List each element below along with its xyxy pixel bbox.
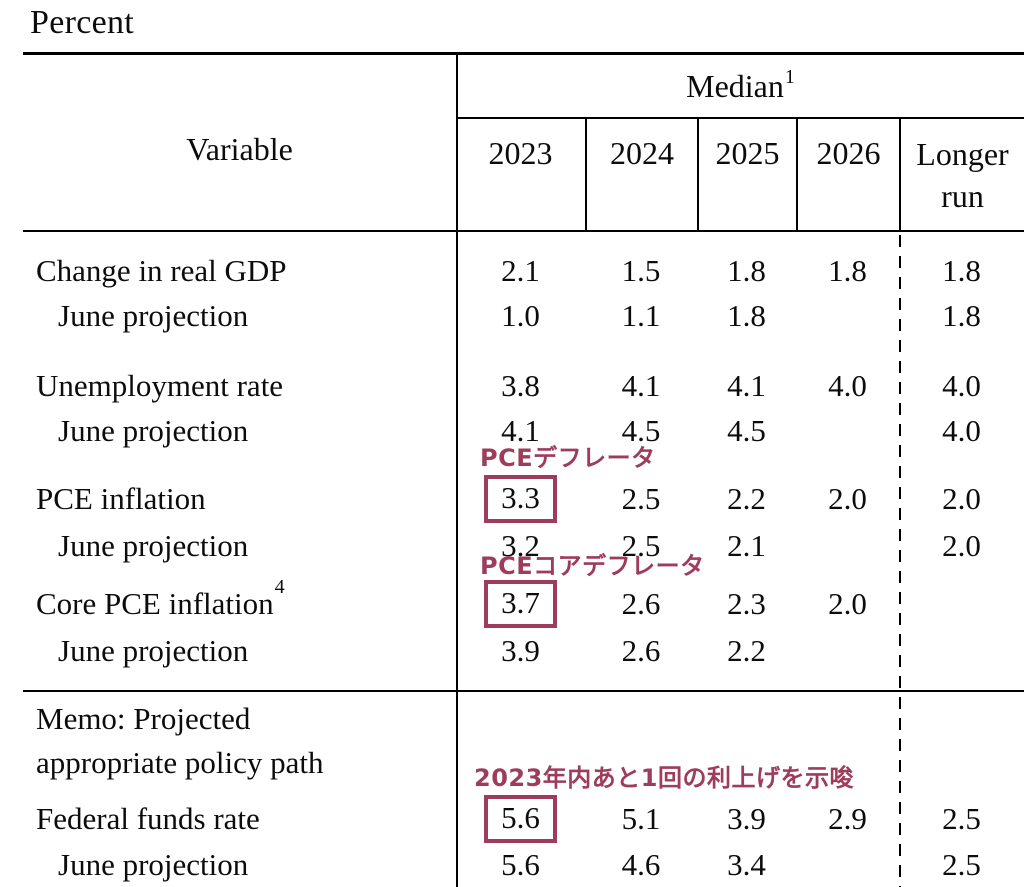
highlight-box: 5.6	[484, 795, 557, 843]
row-label: Unemployment rate	[36, 367, 284, 403]
cell-2023: 1.0	[501, 297, 540, 333]
cell-longer-run: 1.8	[942, 252, 981, 288]
row-label: June projection	[58, 527, 249, 563]
cell-2025: 4.1	[727, 367, 766, 403]
page-title: Percent	[30, 4, 135, 41]
cell-2024: 2.6	[621, 586, 661, 621]
cell-2023: 2.1	[501, 252, 540, 288]
row-label: June projection	[58, 847, 249, 882]
row-core-pce-june-projection: June projection 3.9 2.6 2.2	[23, 628, 1024, 673]
cell-2023: 4.1	[501, 412, 540, 448]
row-label: June projection	[58, 412, 249, 448]
column-header-longer-run: Longer run	[899, 119, 1024, 232]
annotation-pce-core-deflator: PCEコアデフレータ	[480, 552, 705, 580]
row-ffr-june-projection: June projection 5.6 4.6 3.4 2.5	[23, 843, 1024, 887]
cell-2026: 1.8	[828, 252, 867, 288]
cell-2024: 4.1	[621, 367, 661, 403]
cell-2024: 2.5	[621, 481, 661, 516]
cell-2024: 2.6	[621, 632, 661, 668]
row-label: Federal funds rate	[36, 801, 260, 836]
cell-2025: 4.5	[727, 412, 766, 448]
spacer	[23, 338, 1024, 363]
highlight-box: 3.3	[484, 475, 557, 523]
cell-2023: 3.2	[501, 527, 540, 563]
cell-2023: 5.6	[501, 847, 540, 882]
memo-label-line2: appropriate policy path	[36, 745, 324, 780]
cell-2025: 3.4	[727, 847, 766, 882]
projections-table: Variable Median 1 2023 2024 2025 2026 Lon…	[23, 52, 1024, 887]
cell-2024: 5.1	[621, 801, 661, 836]
cell-2025: 1.8	[727, 297, 766, 333]
cell-2023-highlighted: 5.6	[456, 795, 585, 843]
median-label: Median	[686, 67, 784, 104]
cell-longer-run: 4.0	[942, 367, 981, 403]
cell-2025: 2.3	[727, 586, 766, 621]
row-pce-june-projection: June projection 3.2 2.5 2.1 2.0	[23, 523, 1024, 568]
cell-2024: 1.1	[621, 297, 661, 333]
row-change-in-real-gdp: Change in real GDP 2.1 1.5 1.8 1.8 1.8	[23, 248, 1024, 293]
cell-2023-highlighted: 3.3	[456, 475, 585, 523]
column-header-variable: Variable	[186, 131, 293, 167]
row-label: June projection	[58, 632, 249, 668]
column-header-2023: 2023	[488, 135, 553, 171]
column-header-2024: 2024	[585, 119, 697, 232]
row-gdp-june-projection: June projection 1.0 1.1 1.8 1.8	[23, 293, 1024, 338]
cell-2026: 2.0	[828, 586, 867, 621]
column-divider-line	[456, 55, 458, 887]
longer-run-dashed-divider	[899, 235, 901, 887]
column-header-median: Median 1	[456, 55, 1024, 119]
cell-2025: 3.9	[727, 801, 766, 836]
row-label: PCE inflation	[36, 481, 206, 516]
memo-label-line1: Memo: Projected	[36, 701, 251, 736]
cell-2026: 2.9	[828, 801, 867, 836]
annotation-pce-deflator: PCEデフレータ	[480, 444, 656, 472]
table-header: Variable Median 1 2023 2024 2025 2026 Lon…	[23, 55, 1024, 232]
cell-2024: 2.5	[621, 527, 661, 563]
row-federal-funds-rate: Federal funds rate 5.6 5.1 3.9 2.9 2.5	[23, 795, 1024, 843]
cell-2025: 2.2	[727, 481, 766, 516]
cell-longer-run: 1.8	[942, 297, 981, 333]
cell-2025: 2.2	[727, 632, 766, 668]
cell-2024: 4.6	[621, 847, 661, 882]
cell-2023: 3.9	[501, 632, 540, 668]
cell-longer-run: 4.0	[942, 412, 981, 448]
row-unemployment-rate: Unemployment rate 3.8 4.1 4.1 4.0 4.0	[23, 363, 1024, 408]
cell-2025: 1.8	[727, 252, 766, 288]
cell-longer-run: 2.5	[942, 847, 981, 882]
column-header-2026: 2026	[796, 119, 899, 232]
footnote-marker: 4	[274, 575, 285, 598]
cell-longer-run: 2.0	[942, 527, 981, 563]
cell-2024: 1.5	[621, 252, 661, 288]
table-body: Change in real GDP 2.1 1.5 1.8 1.8 1.8 J…	[23, 232, 1024, 673]
annotation-rate-hike-note: 2023年内あと1回の利上げを示唆	[474, 764, 854, 792]
cell-2023: 3.8	[501, 367, 540, 403]
row-label: Core PCE inflation4	[36, 575, 285, 621]
row-core-pce-inflation: Core PCE inflation4 3.7 2.6 2.3 2.0	[23, 575, 1024, 628]
year-header-row: 2023 2024 2025 2026 Longer run	[456, 119, 1024, 232]
row-pce-inflation: PCE inflation 3.3 2.5 2.2 2.0 2.0	[23, 475, 1024, 523]
column-header-2025: 2025	[697, 119, 796, 232]
cell-2024: 4.5	[621, 412, 661, 448]
cell-longer-run: 2.5	[942, 801, 981, 836]
highlight-box: 3.7	[484, 580, 557, 628]
row-unemployment-june-projection: June projection 4.1 4.5 4.5 4.0	[23, 408, 1024, 453]
memo-section: Memo: Projected appropriate policy path …	[23, 690, 1024, 887]
cell-2026: 4.0	[828, 367, 867, 403]
row-label: Change in real GDP	[36, 252, 287, 288]
cell-longer-run: 2.0	[942, 481, 981, 516]
row-label: June projection	[58, 297, 249, 333]
cell-2025: 2.1	[727, 527, 766, 563]
cell-2026: 2.0	[828, 481, 867, 516]
cell-2023-highlighted: 3.7	[456, 580, 585, 628]
